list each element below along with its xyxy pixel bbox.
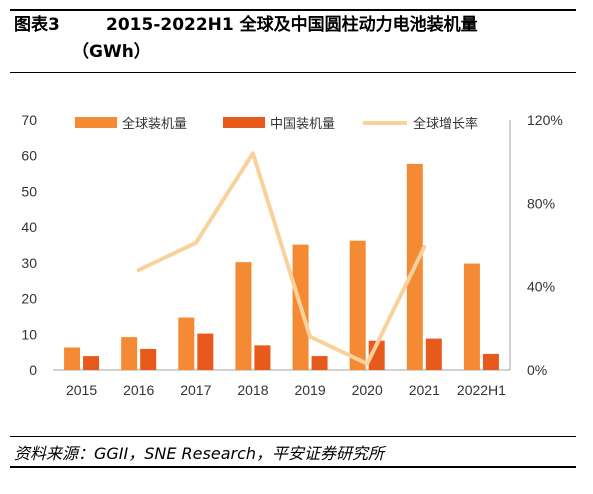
- bar-global: [463, 263, 480, 370]
- x-tick-label: 2022H1: [457, 382, 506, 398]
- x-tick-label: 2015: [66, 382, 97, 398]
- legend-label-3: 全球增长率: [413, 116, 478, 132]
- figure-label: 图表3: [14, 15, 60, 35]
- bar-china: [425, 338, 442, 370]
- y2-tick-label: 80%: [527, 195, 555, 211]
- bar-china: [482, 353, 499, 370]
- y-tick-label: 70: [21, 112, 37, 128]
- bar-china: [197, 333, 214, 370]
- legend-swatch-2: [223, 117, 265, 128]
- bar-china: [311, 356, 328, 370]
- bar-global: [64, 347, 81, 370]
- x-tick-label: 2018: [237, 382, 268, 398]
- legend-label-2: 中国装机量: [270, 117, 335, 132]
- legend-label-1: 全球装机量: [122, 116, 187, 132]
- bar-global: [121, 337, 138, 370]
- x-tick-label: 2016: [123, 382, 154, 398]
- bar-china: [254, 345, 271, 370]
- bottom-rule: [10, 466, 576, 468]
- bar-china: [83, 356, 100, 370]
- bar-global: [178, 317, 195, 370]
- y2-tick-label: 40%: [527, 279, 555, 295]
- top-rule: [10, 9, 576, 11]
- y-tick-label: 30: [21, 255, 37, 271]
- bar-global: [349, 240, 366, 370]
- source-note: 资料来源：GGII，SNE Research，平安证券研究所: [14, 444, 385, 463]
- bar-global: [235, 262, 252, 370]
- y2-tick-label: 120%: [527, 112, 563, 128]
- title-line-1: 2015-2022H1 全球及中国圆柱动力电池装机量: [106, 15, 478, 35]
- y-tick-label: 20: [21, 291, 37, 307]
- x-tick-label: 2020: [352, 382, 383, 398]
- y-tick-label: 60: [21, 148, 37, 164]
- title-rule: [10, 72, 576, 73]
- x-tick-label: 2017: [180, 382, 211, 398]
- x-tick-label: 2019: [294, 382, 325, 398]
- title-line-2: （GWh）: [72, 42, 151, 62]
- source-rule: [10, 436, 576, 437]
- chart-title: 图表3 2015-2022H1 全球及中国圆柱动力电池装机量 （GWh）: [14, 12, 574, 66]
- y2-tick-label: 0%: [527, 362, 547, 378]
- bar-china: [140, 348, 157, 370]
- y-tick-label: 0: [29, 362, 37, 378]
- growth-line: [136, 151, 427, 366]
- y-tick-label: 10: [21, 326, 37, 342]
- y-tick-label: 50: [21, 183, 37, 199]
- y-tick-label: 40: [21, 219, 37, 235]
- legend-swatch-1: [75, 117, 117, 128]
- x-tick-label: 2021: [409, 382, 440, 398]
